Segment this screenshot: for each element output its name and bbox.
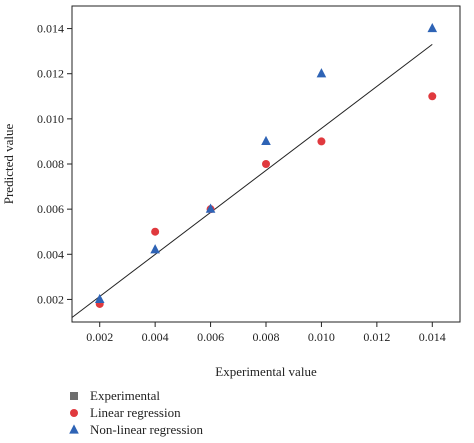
non-linear-regression-point xyxy=(261,135,271,146)
x-tick-label: 0.002 xyxy=(86,330,113,344)
non-linear-regression-point xyxy=(205,203,216,213)
x-tick-label: 0.010 xyxy=(308,330,335,344)
x-tick-label: 0.012 xyxy=(363,330,390,344)
non-linear-regression-point xyxy=(427,22,438,33)
legend: Experimental Linear regression Non-linear … xyxy=(69,388,203,437)
legend-marker-non-linear-regression xyxy=(69,424,79,434)
non-linear-regression-point xyxy=(316,68,327,78)
fit-line-layer xyxy=(71,43,433,318)
x-tick-label: 0.008 xyxy=(253,330,280,344)
y-tick-label: 0.002 xyxy=(37,292,64,306)
y-tick-label: 0.014 xyxy=(37,22,64,36)
y-tick-label: 0.010 xyxy=(37,112,64,126)
y-axis-title: Predicted value xyxy=(1,124,16,205)
legend-label-experimental: Experimental xyxy=(90,388,160,403)
x-tick-label: 0.014 xyxy=(419,330,446,344)
x-axis-title: Experimental value xyxy=(215,364,317,379)
y-tick-label: 0.004 xyxy=(37,247,64,261)
y-tick-label: 0.006 xyxy=(37,202,64,216)
legend-marker-experimental xyxy=(70,392,78,400)
non-linear-regression-point xyxy=(150,244,160,254)
linear-regression-point xyxy=(317,137,326,146)
linear-regression-point xyxy=(262,160,270,168)
x-tick-label: 0.006 xyxy=(197,330,224,344)
axis-ticks-layer: 0.002 0.004 0.006 0.008 0.010 0.012 0.014 0.002… xyxy=(37,22,446,344)
legend-label-non-linear-regression: Non-linear regression xyxy=(90,422,203,437)
y-tick-label: 0.008 xyxy=(37,157,64,171)
legend-marker-linear-regression xyxy=(70,409,78,417)
non-linear-regression-point xyxy=(94,293,105,304)
legend-label-linear-regression: Linear regression xyxy=(90,405,181,420)
linear-regression-point xyxy=(428,92,437,101)
fit-line xyxy=(71,43,433,318)
x-tick-label: 0.004 xyxy=(142,330,169,344)
y-tick-label: 0.012 xyxy=(37,67,64,81)
linear-regression-point xyxy=(151,227,160,236)
data-points-layer xyxy=(94,22,438,308)
